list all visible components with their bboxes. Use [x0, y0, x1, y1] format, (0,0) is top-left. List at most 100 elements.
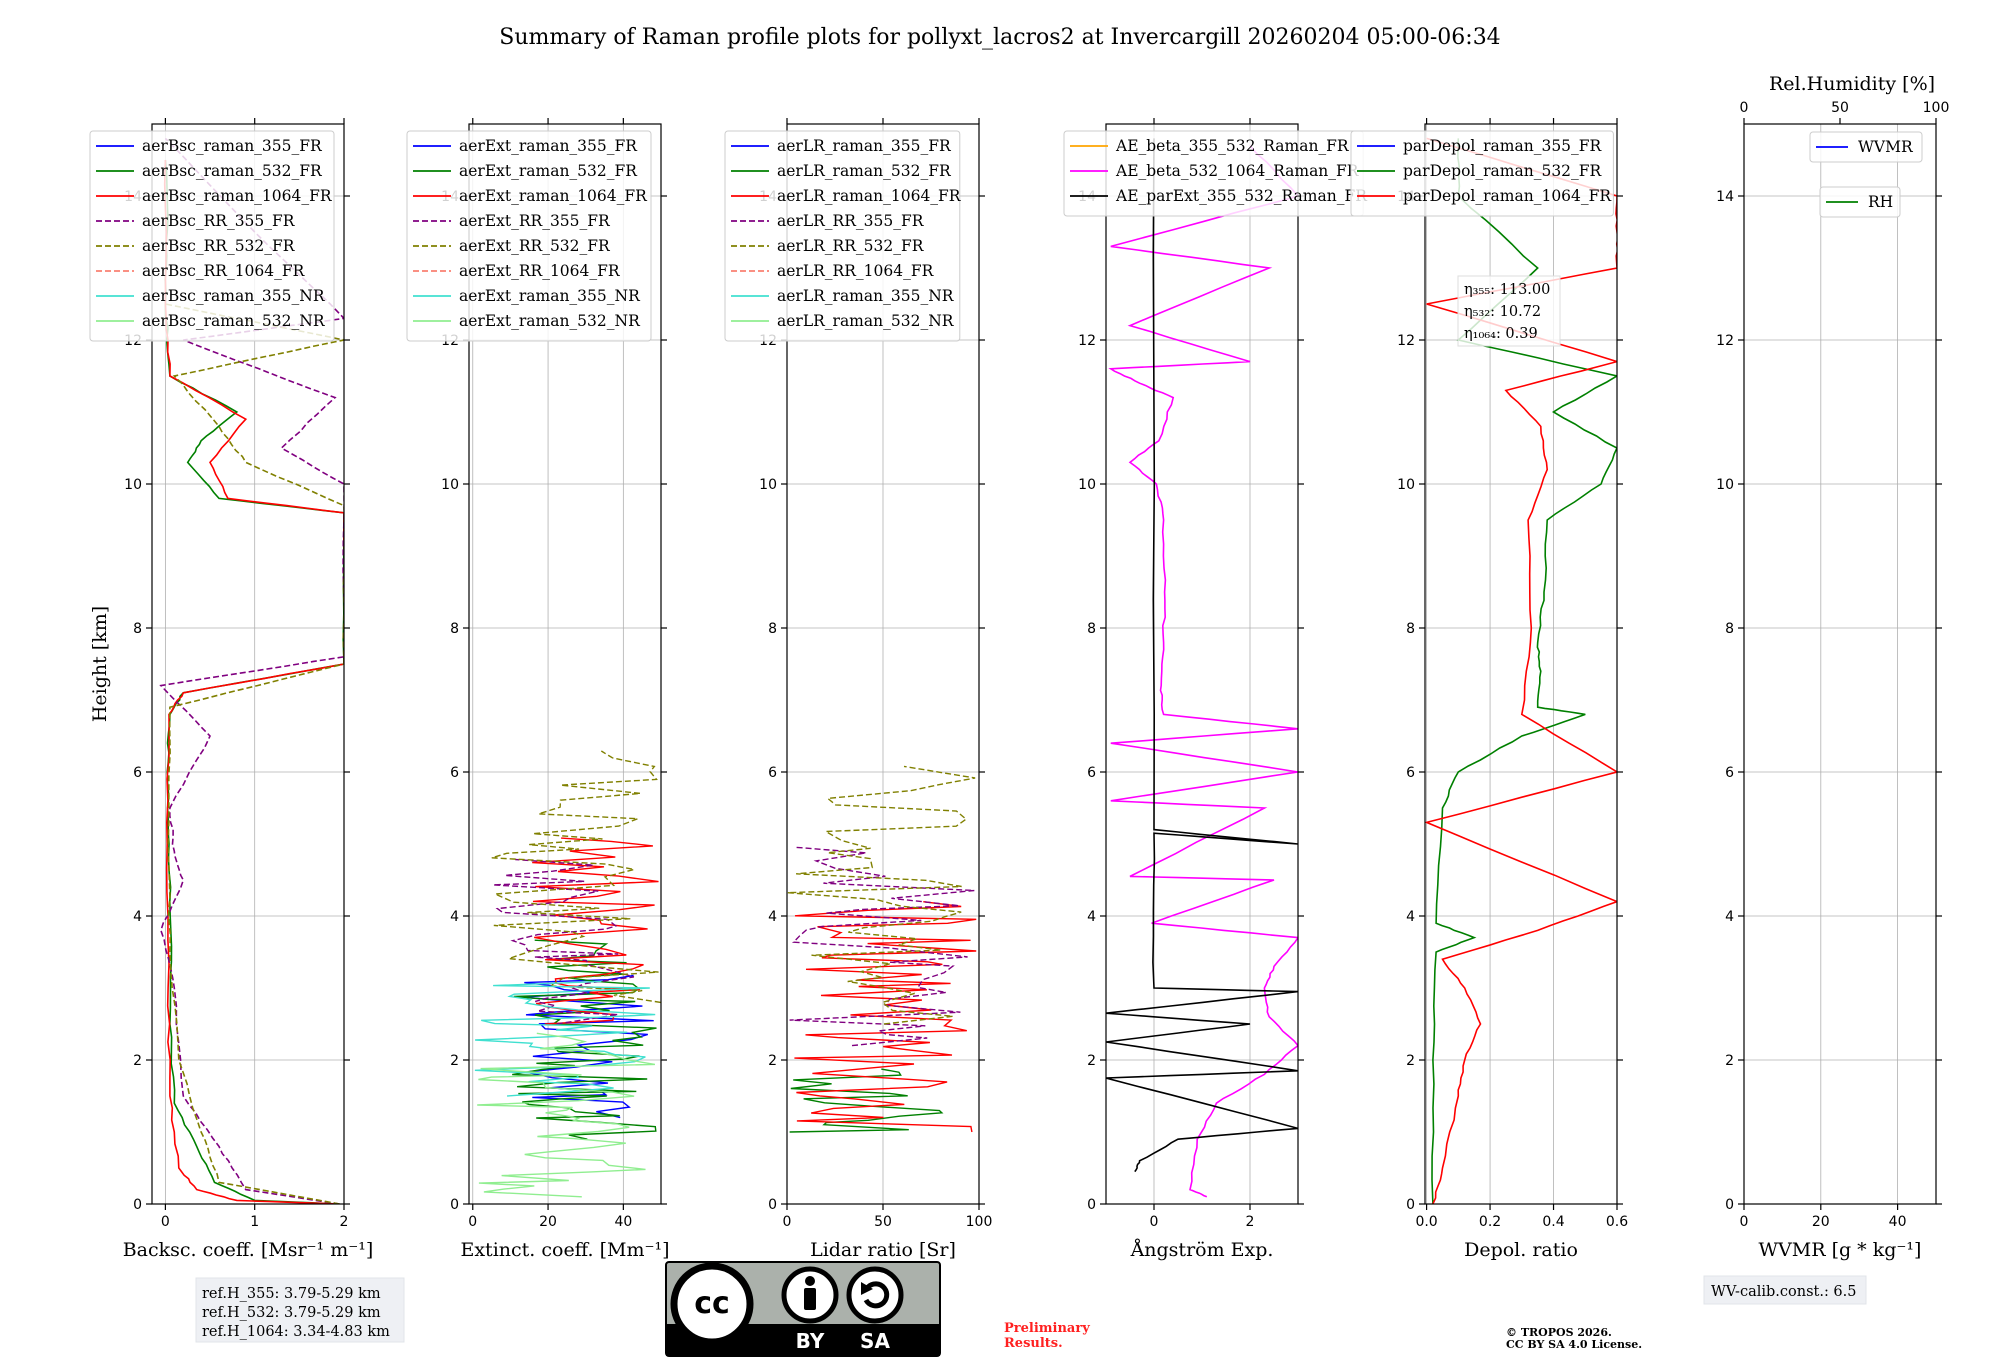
- series-ae-parext-355-532-raman-fr: [1106, 138, 1298, 1173]
- ref-height-532: ref.H_532: 3.79-5.29 km: [202, 1305, 381, 1321]
- legend-label: aerExt_raman_532_FR: [459, 162, 638, 180]
- legend-label: parDepol_raman_1064_FR: [1403, 187, 1612, 205]
- x-tick-label: 0.4: [1542, 1214, 1564, 1230]
- copyright-line-2: CC BY SA 4.0 License.: [1506, 1338, 1642, 1351]
- y-tick-label: 8: [133, 621, 142, 637]
- y-tick-label: 12: [1397, 333, 1415, 349]
- y-tick-label: 2: [450, 1053, 459, 1069]
- series-group: [474, 750, 661, 1198]
- y-tick-label: 2: [768, 1053, 777, 1069]
- y-tick-label: 0: [1087, 1197, 1096, 1213]
- y-tick-label: 8: [1406, 621, 1415, 637]
- y-tick-label: 4: [1406, 909, 1415, 925]
- series-aerext-raman-532-fr: [512, 939, 657, 1140]
- series-group: [787, 765, 977, 1133]
- wv-calib-constant: WV-calib.const.: 6.5: [1711, 1284, 1857, 1300]
- y-tick-label: 4: [1725, 909, 1734, 925]
- y-tick-label: 8: [1087, 621, 1096, 637]
- y-tick-label: 2: [1406, 1053, 1415, 1069]
- y-tick-label: 2: [133, 1053, 142, 1069]
- series-ae-beta-532-1064-raman-fr: [1108, 145, 1298, 1198]
- legend-label: aerLR_raman_355_FR: [777, 137, 952, 155]
- series-aerlr-rr-532-fr: [787, 765, 976, 1025]
- x-tick-label: 1: [250, 1214, 259, 1230]
- preliminary-note: Preliminary Results.: [1004, 1321, 1090, 1351]
- y-tick-label: 0: [768, 1197, 777, 1213]
- plot-frame: [1424, 123, 1618, 1205]
- x-tick-label: 0: [783, 1214, 792, 1230]
- legend: parDepol_raman_355_FR parDepol_raman_532_…: [1350, 130, 1614, 217]
- panel-2: 0246810121402040Extinct. coeff. [Mm⁻¹]ae…: [406, 118, 670, 1261]
- x-tick-label: 2: [340, 1214, 349, 1230]
- legend-label: aerLR_RR_355_FR: [777, 212, 925, 230]
- legend: aerLR_raman_355_FR aerLR_raman_532_FR aerL…: [724, 130, 962, 342]
- legend-label: aerBsc_raman_1064_FR: [142, 187, 333, 205]
- legend-label: aerBsc_RR_355_FR: [142, 212, 296, 230]
- series-aerext-raman-532-nr: [477, 1032, 656, 1198]
- y-tick-label: 8: [1725, 621, 1734, 637]
- legend-label: aerLR_RR_532_FR: [777, 237, 925, 255]
- y-tick-label: 6: [768, 765, 777, 781]
- ref-height-355: ref.H_355: 3.79-5.29 km: [202, 1286, 381, 1302]
- x-tick-label: 0: [1740, 1214, 1749, 1230]
- x-axis-label: Ångström Exp.: [1130, 1239, 1274, 1261]
- legend-label: aerExt_raman_355_NR: [459, 287, 641, 305]
- y-tick-label: 6: [1725, 765, 1734, 781]
- legend-label: aerExt_RR_1064_FR: [459, 262, 621, 280]
- y-tick-label: 0: [133, 1197, 142, 1213]
- y-tick-label: 12: [1716, 333, 1734, 349]
- plot-frame: [468, 123, 662, 1205]
- x-axis-label: Depol. ratio: [1464, 1239, 1578, 1261]
- x-tick-label: 0.6: [1606, 1214, 1628, 1230]
- preliminary-line-1: Preliminary: [1004, 1321, 1090, 1336]
- legend: AE_beta_355_532_Raman_FR AE_beta_532_1064…: [1063, 130, 1368, 217]
- copyright-note: © TROPOS 2026. CC BY SA 4.0 License.: [1506, 1326, 1642, 1351]
- eta-355: η₃₅₅: 113.00: [1464, 282, 1550, 298]
- x-tick-label: 100: [966, 1214, 993, 1230]
- y-tick-label: 2: [1087, 1053, 1096, 1069]
- y-tick-label: 10: [1716, 477, 1734, 493]
- legend-label: aerBsc_raman_532_NR: [142, 312, 326, 330]
- plot-frame: [151, 123, 345, 1205]
- badge-by-label: BY: [796, 1329, 825, 1353]
- x-tick-label: 2: [1246, 1214, 1255, 1230]
- legend-label: AE_beta_532_1064_Raman_FR: [1115, 162, 1360, 180]
- legend-label: aerBsc_RR_532_FR: [142, 237, 296, 255]
- legend-label: aerLR_raman_1064_FR: [777, 187, 962, 205]
- panel-4: 0246810121402Ångström Exp.AE_beta_355_53…: [1063, 118, 1368, 1261]
- preliminary-line-2: Results.: [1004, 1336, 1063, 1351]
- plot-frame: [786, 123, 980, 1205]
- cc-by-sa-badge: cc BY SA: [665, 1261, 941, 1357]
- legend-label: aerLR_RR_1064_FR: [777, 262, 935, 280]
- x-axis-label: Extinct. coeff. [Mm⁻¹]: [460, 1239, 669, 1261]
- y-tick-label: 6: [1087, 765, 1096, 781]
- y-tick-label: 8: [450, 621, 459, 637]
- x-tick-label: 0: [468, 1214, 477, 1230]
- eta-box: η₃₅₅: 113.00 η₅₃₂: 10.72 η₁₀₆₄: 0.39: [1457, 275, 1561, 347]
- legend: WVMR RH: [1809, 131, 1923, 218]
- y-tick-label: 14: [1716, 189, 1734, 205]
- y-tick-label: 0: [450, 1197, 459, 1213]
- series-aerbsc-raman-1064-fr: [163, 159, 344, 1204]
- panel-1: 02468101214012Backsc. coeff. [Msr⁻¹ m⁻¹]…: [89, 118, 373, 1261]
- legend-label: AE_beta_355_532_Raman_FR: [1115, 137, 1350, 155]
- x-tick-label: 0: [161, 1214, 170, 1230]
- legend-label: aerExt_RR_532_FR: [459, 237, 611, 255]
- panels: 02468101214012Backsc. coeff. [Msr⁻¹ m⁻¹]…: [89, 73, 1949, 1261]
- y-tick-label: 10: [441, 477, 459, 493]
- y-tick-label: 4: [1087, 909, 1096, 925]
- legend-label: parDepol_raman_532_FR: [1403, 162, 1603, 180]
- y-tick-label: 4: [133, 909, 142, 925]
- panel-3: 02468101214050100Lidar ratio [Sr]aerLR_r…: [724, 118, 993, 1261]
- figure-title: Summary of Raman profile plots for polly…: [499, 25, 1500, 50]
- y-tick-label: 10: [1078, 477, 1096, 493]
- wv-calib-box: WV-calib.const.: 6.5: [1703, 1275, 1867, 1305]
- series-pardepol-raman-532-fr: [1431, 138, 1617, 1204]
- series-aerext-rr-532-fr: [491, 750, 661, 1004]
- y-tick-label: 8: [768, 621, 777, 637]
- share-alike-icon: [846, 1266, 904, 1324]
- top-x-tick-label: 0: [1740, 100, 1749, 116]
- cc-logo-icon: [670, 1262, 754, 1346]
- y-tick-label: 2: [1725, 1053, 1734, 1069]
